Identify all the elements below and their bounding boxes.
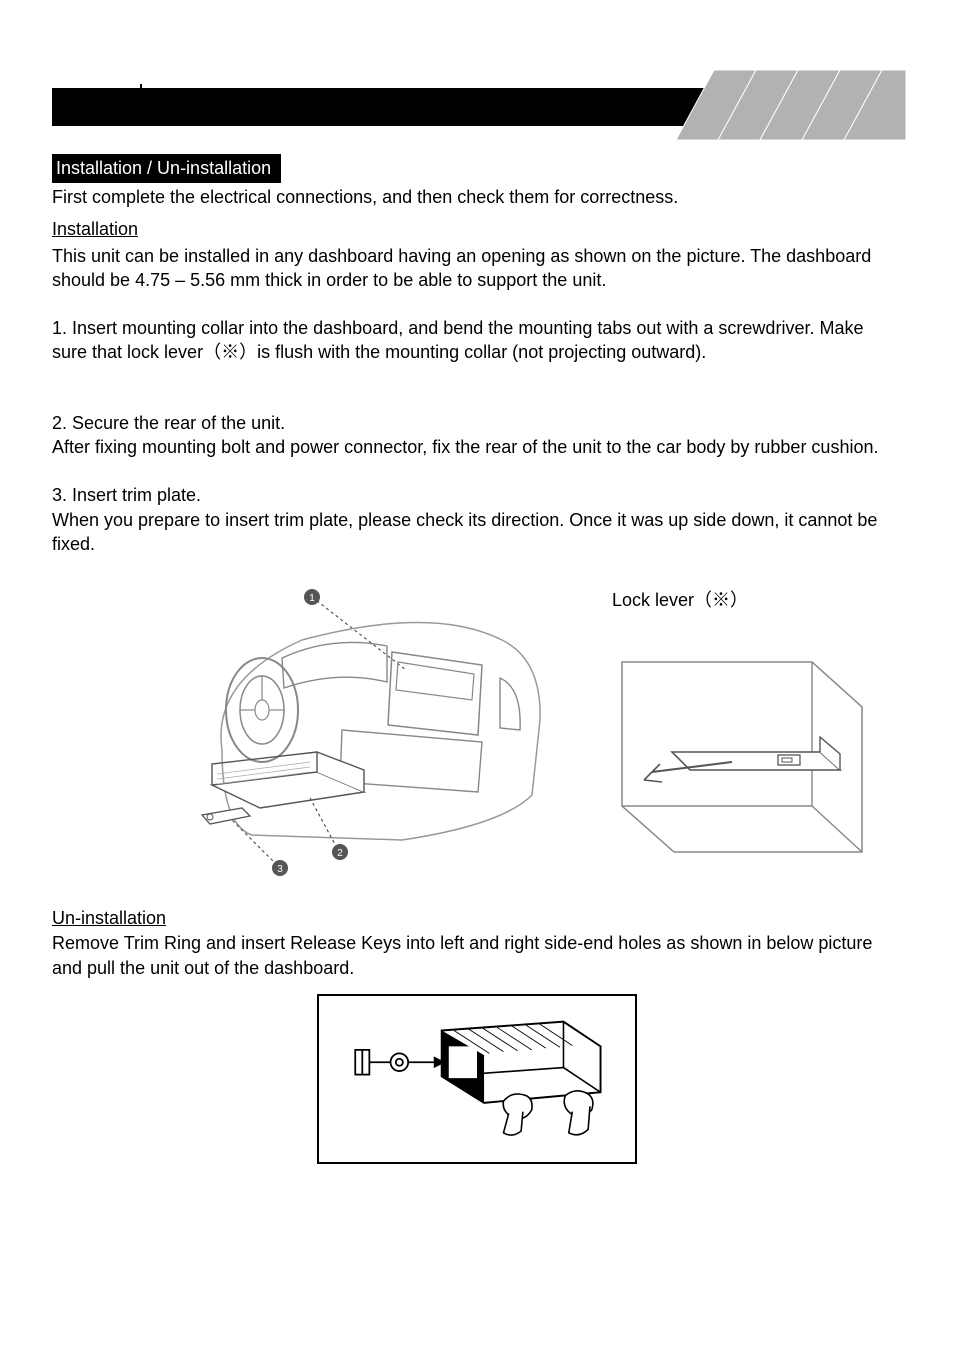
section-title: Installation / Un-installation	[52, 154, 281, 183]
svg-text:3: 3	[277, 864, 283, 875]
header-chevrons-icon	[676, 70, 906, 140]
uninstall-figure	[317, 994, 637, 1164]
svg-text:2: 2	[337, 848, 343, 859]
installation-figure-row: 1	[52, 580, 902, 880]
uninstallation-heading: Un-installation	[52, 908, 902, 929]
lock-lever-label: Lock lever（※）	[582, 586, 882, 612]
lock-lever-figure: Lock lever（※）	[582, 580, 882, 867]
step3-title: 3. Insert trim plate.	[52, 485, 201, 505]
svg-text:1: 1	[309, 593, 315, 604]
dashboard-install-figure: 1	[182, 580, 562, 880]
uninstallation-body: Remove Trim Ring and insert Release Keys…	[52, 931, 902, 980]
uninstall-icon	[327, 1004, 627, 1154]
step2-title: 2. Secure the rear of the unit.	[52, 413, 285, 433]
dashboard-install-icon: 1	[182, 580, 562, 880]
lock-lever-icon	[582, 622, 882, 862]
page-header-bar	[52, 88, 902, 126]
step2-body: After fixing mounting bolt and power con…	[52, 437, 878, 457]
step3-body: When you prepare to insert trim plate, p…	[52, 510, 877, 554]
step1-text: 1. Insert mounting collar into the dashb…	[52, 316, 902, 365]
installation-heading: Installation	[52, 217, 902, 241]
intro-text: First complete the electrical connection…	[52, 185, 902, 209]
installation-desc: This unit can be installed in any dashbo…	[52, 246, 871, 290]
